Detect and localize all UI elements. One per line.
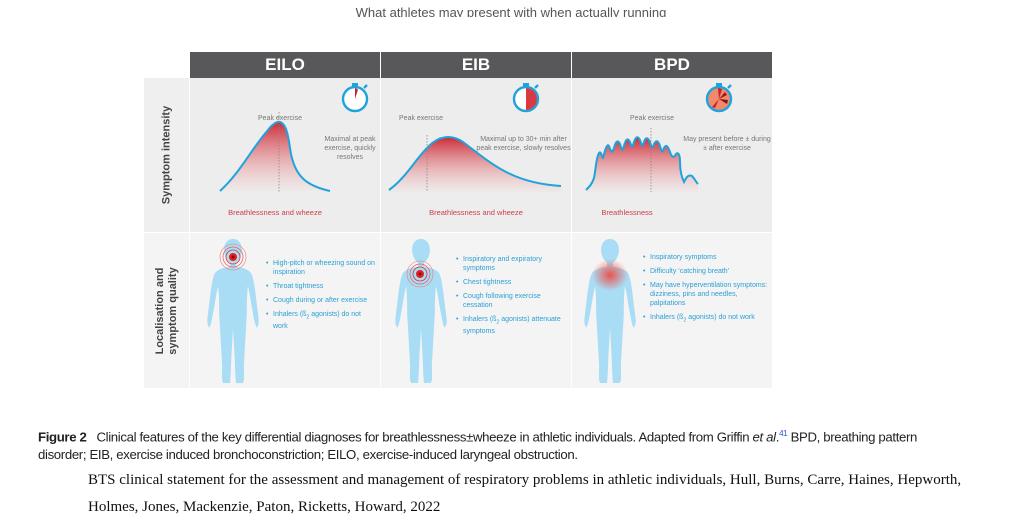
figure-caption: Figure 2 Clinical features of the key di…	[38, 425, 918, 464]
list-item: Cough following exercise cessation	[456, 292, 568, 310]
eib-peak-label: Peak exercise	[399, 115, 443, 122]
bpd-intensity-cell: Peak exercise May present before ± durin…	[572, 78, 772, 232]
caption-reference-link[interactable]: 41	[779, 429, 788, 438]
list-item: High-pitch or wheezing sound on inspirat…	[266, 259, 376, 277]
eilo-curve	[219, 120, 331, 192]
eilo-intensity-cell: Peak exercise Maximal at peak exercise, …	[190, 78, 380, 232]
bpd-bullet-list: Inspiratory symptoms Difficulty ‘catchin…	[643, 253, 768, 330]
list-item: Inhalers (ß2 agonists) do not work	[266, 310, 376, 331]
eilo-timing-note: Maximal at peak exercise, quickly resolv…	[324, 136, 376, 161]
chest-target-icon	[406, 260, 434, 288]
bpd-localisation-cell: Inspiratory symptoms Difficulty ‘catchin…	[572, 233, 772, 388]
column-header-eib: EIB	[381, 52, 571, 78]
list-item: Chest tightness	[456, 278, 568, 287]
figure-2: EILO EIB BPD Symptom intensity Localisat…	[144, 52, 772, 388]
caption-etal: et al	[752, 429, 777, 445]
list-item: Difficulty ‘catching breath’	[643, 267, 768, 276]
column-header-eilo: EILO	[190, 52, 380, 78]
caption-text-2: BPD, breathing pattern disorder; EIB, ex…	[38, 429, 918, 463]
list-item: Inspiratory and expiratory symptoms	[456, 255, 568, 273]
eib-intensity-cell: Peak exercise Maximal up to 30+ min afte…	[381, 78, 571, 232]
list-item: May have hyperventilation symptoms: dizz…	[643, 281, 768, 308]
stopwatch-icon	[341, 83, 369, 113]
row-label-localisation: Localisation and symptom quality	[144, 233, 189, 388]
list-item: Inhalers (ß2 agonists) do not work	[643, 313, 768, 325]
eilo-curve-label: Breathlessness and wheeze	[228, 208, 322, 217]
eilo-curve-fill	[220, 121, 330, 191]
column-header-bpd: BPD	[572, 52, 772, 78]
list-item: Inspiratory symptoms	[643, 253, 768, 262]
eilo-bullet-list: High-pitch or wheezing sound on inspirat…	[266, 259, 376, 336]
row-label-symptom-intensity: Symptom intensity	[144, 78, 189, 232]
eilo-peak-label: Peak exercise	[258, 115, 302, 122]
eib-bullet-list: Inspiratory and expiratory symptoms Ches…	[456, 255, 568, 341]
bpd-curve-label: Breathlessness	[601, 208, 653, 217]
caption-label: Figure 2	[38, 429, 87, 445]
eib-timing-note: Maximal up to 30+ min after peak exercis…	[476, 136, 571, 152]
throat-target-icon	[219, 243, 247, 271]
list-item: Inhalers (ß2 agonists) attenuate symptom…	[456, 315, 568, 336]
body-figure-icon	[395, 238, 447, 384]
bpd-curve-fill	[586, 137, 698, 192]
top-caption: What athletes may present with when actu…	[355, 6, 667, 17]
bpd-timing-note: May present before ± during ± after exer…	[683, 136, 771, 152]
list-item: Cough during or after exercise	[266, 296, 376, 305]
eib-curve-label: Breathlessness and wheeze	[429, 208, 523, 217]
stopwatch-icon	[705, 83, 733, 113]
caption-text-1: Clinical features of the key differentia…	[96, 429, 753, 445]
stopwatch-icon	[512, 83, 540, 113]
bpd-peak-label: Peak exercise	[630, 115, 674, 122]
chest-glow-icon	[592, 259, 628, 291]
eilo-localisation-cell: High-pitch or wheezing sound on inspirat…	[190, 233, 380, 388]
eib-localisation-cell: Inspiratory and expiratory symptoms Ches…	[381, 233, 571, 388]
caption-dot: .	[775, 429, 780, 445]
eib-curve	[388, 136, 562, 191]
bpd-curve	[585, 136, 699, 191]
citation: BTS clinical statement for the assessmen…	[88, 472, 962, 515]
list-item: Throat tightness	[266, 282, 376, 291]
